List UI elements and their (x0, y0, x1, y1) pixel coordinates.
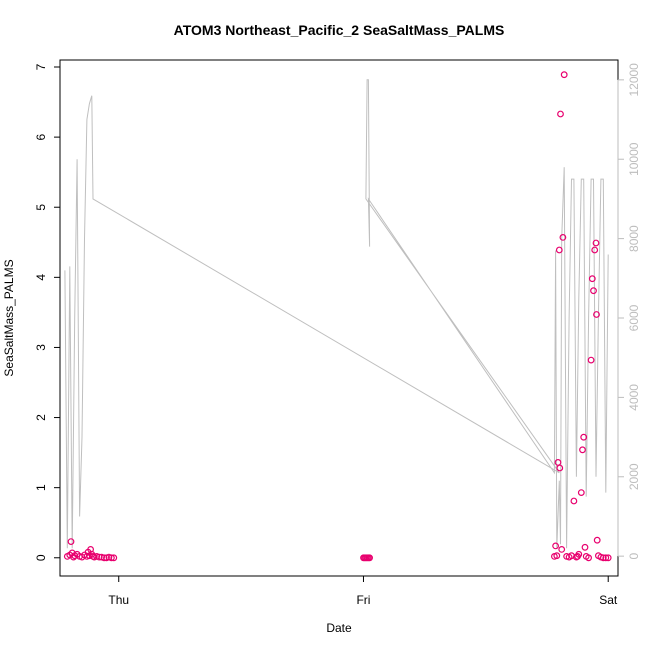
data-point (579, 446, 586, 454)
data-point (577, 489, 585, 497)
data-point (559, 233, 567, 241)
data-point (580, 433, 588, 441)
data-point (553, 552, 561, 560)
data-point (366, 554, 374, 562)
y2-tick-label: 12000 (627, 63, 641, 97)
y-tick-label: 0 (34, 554, 48, 561)
y2-tick-label: 0 (627, 552, 641, 559)
data-point (585, 554, 592, 562)
y2-tick-label: 2000 (627, 463, 641, 490)
y-tick-label: 5 (34, 204, 48, 211)
y-tick-label: 3 (34, 344, 48, 351)
y-tick-label: 7 (34, 63, 48, 70)
y2-tick-label: 6000 (627, 304, 641, 331)
y2-tick-label: 8000 (627, 225, 641, 252)
data-point (575, 550, 583, 558)
y-tick-label: 1 (34, 484, 48, 491)
data-point (557, 110, 564, 118)
data-points-layer (63, 71, 612, 562)
data-point (555, 246, 563, 254)
data-point (593, 311, 600, 318)
y-axis-label: SeaSaltMass_PALMS (2, 259, 16, 376)
data-point (581, 543, 589, 551)
data-point (593, 536, 601, 544)
data-point (591, 246, 599, 254)
data-point (560, 71, 568, 79)
x-tick-label: Sat (599, 593, 618, 607)
data-point (552, 542, 559, 550)
data-point (599, 554, 607, 562)
y-tick-label: 2 (34, 414, 48, 421)
x-tick-label: Fri (356, 593, 370, 607)
plot-frame (59, 59, 619, 577)
data-point (604, 554, 612, 562)
x-axis-label: Date (326, 621, 352, 635)
data-point (107, 554, 115, 562)
data-point (556, 464, 564, 472)
data-point (588, 275, 596, 283)
y-tick-label: 4 (34, 274, 48, 281)
y-tick-label: 6 (34, 133, 48, 140)
x-tick-label: Thu (108, 593, 129, 607)
data-point (587, 356, 595, 364)
data-point (110, 554, 118, 562)
altitude-line-layer (64, 79, 609, 549)
data-point (570, 497, 578, 505)
axes-layer: 0 1 2 3 4 5 6 7 0 2000 4000 6000 8000 10000 12000 Thu Fr… (34, 63, 641, 607)
chart-title: ATOM3 Northeast_Pacific_2 SeaSaltMass_PA… (174, 22, 505, 38)
data-point (100, 554, 108, 562)
data-point (592, 239, 600, 247)
y2-tick-label: 10000 (627, 142, 641, 176)
y2-tick-label: 4000 (627, 384, 641, 411)
data-point (558, 546, 566, 553)
altitude-line (64, 79, 609, 549)
data-point (67, 538, 75, 545)
data-point (590, 287, 597, 295)
data-point (602, 554, 610, 562)
data-point (95, 553, 103, 561)
